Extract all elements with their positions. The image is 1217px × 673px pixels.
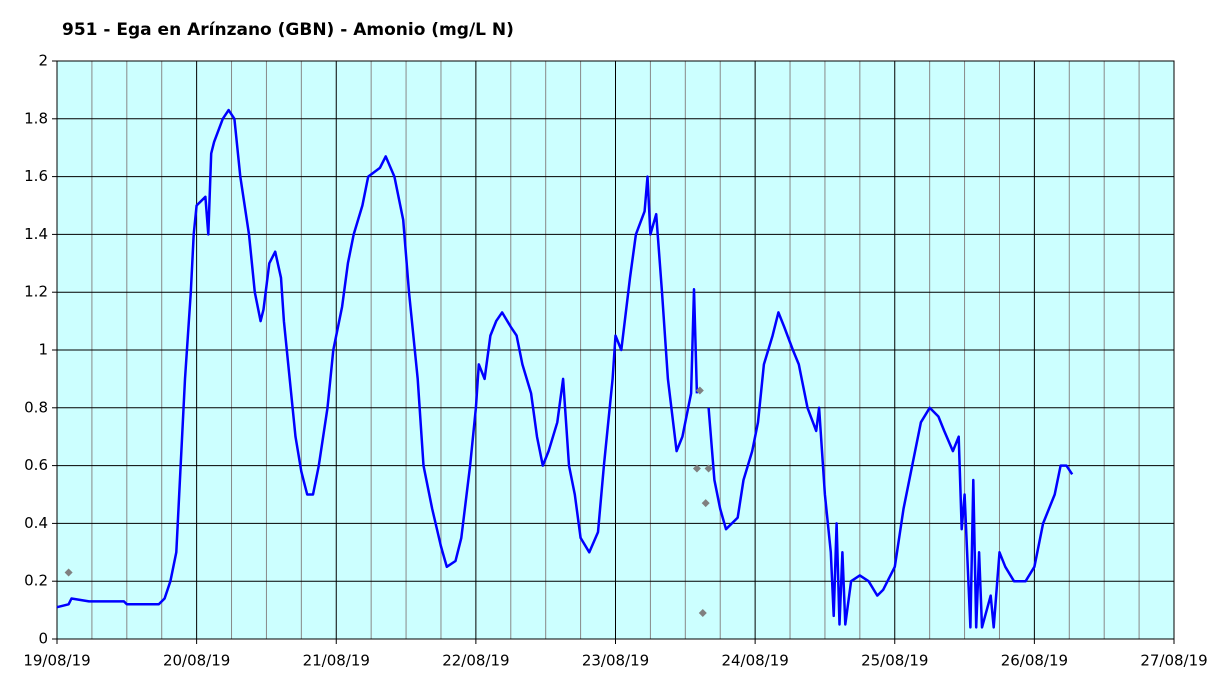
y-tick-label: 0.6 (24, 456, 48, 474)
y-tick-label: 0.2 (24, 572, 48, 590)
y-tick-label: 0.8 (24, 398, 48, 416)
y-tick-label: 0.4 (24, 514, 48, 532)
data-line (56, 108, 1074, 629)
x-tick-label: 25/08/19 (861, 652, 928, 670)
x-tick-label: 26/08/19 (1001, 652, 1068, 670)
data-point (695, 386, 704, 395)
y-tick-label: 1.8 (24, 109, 48, 127)
y-tick-label: 1 (38, 341, 48, 359)
data-point (64, 568, 73, 577)
x-tick-label: 20/08/19 (163, 652, 230, 670)
x-tick-label: 22/08/19 (442, 652, 509, 670)
data-point (698, 608, 707, 617)
y-tick-label: 1.6 (24, 167, 48, 185)
x-tick-label: 24/08/19 (721, 652, 788, 670)
data-point (701, 499, 710, 508)
data-point (692, 464, 701, 473)
y-tick-label: 0 (38, 630, 48, 648)
y-tick-label: 2 (38, 52, 48, 70)
data-point (704, 464, 713, 473)
x-tick-label: 19/08/19 (23, 652, 90, 670)
x-tick-label: 21/08/19 (303, 652, 370, 670)
x-tick-label: 23/08/19 (582, 652, 649, 670)
y-tick-label: 1.2 (24, 283, 48, 301)
y-tick-label: 1.4 (24, 225, 48, 243)
chart-title: 951 - Ega en Arínzano (GBN) - Amonio (mg… (62, 20, 514, 40)
plot-border (56, 60, 1175, 640)
x-tick-label: 27/08/19 (1140, 652, 1207, 670)
